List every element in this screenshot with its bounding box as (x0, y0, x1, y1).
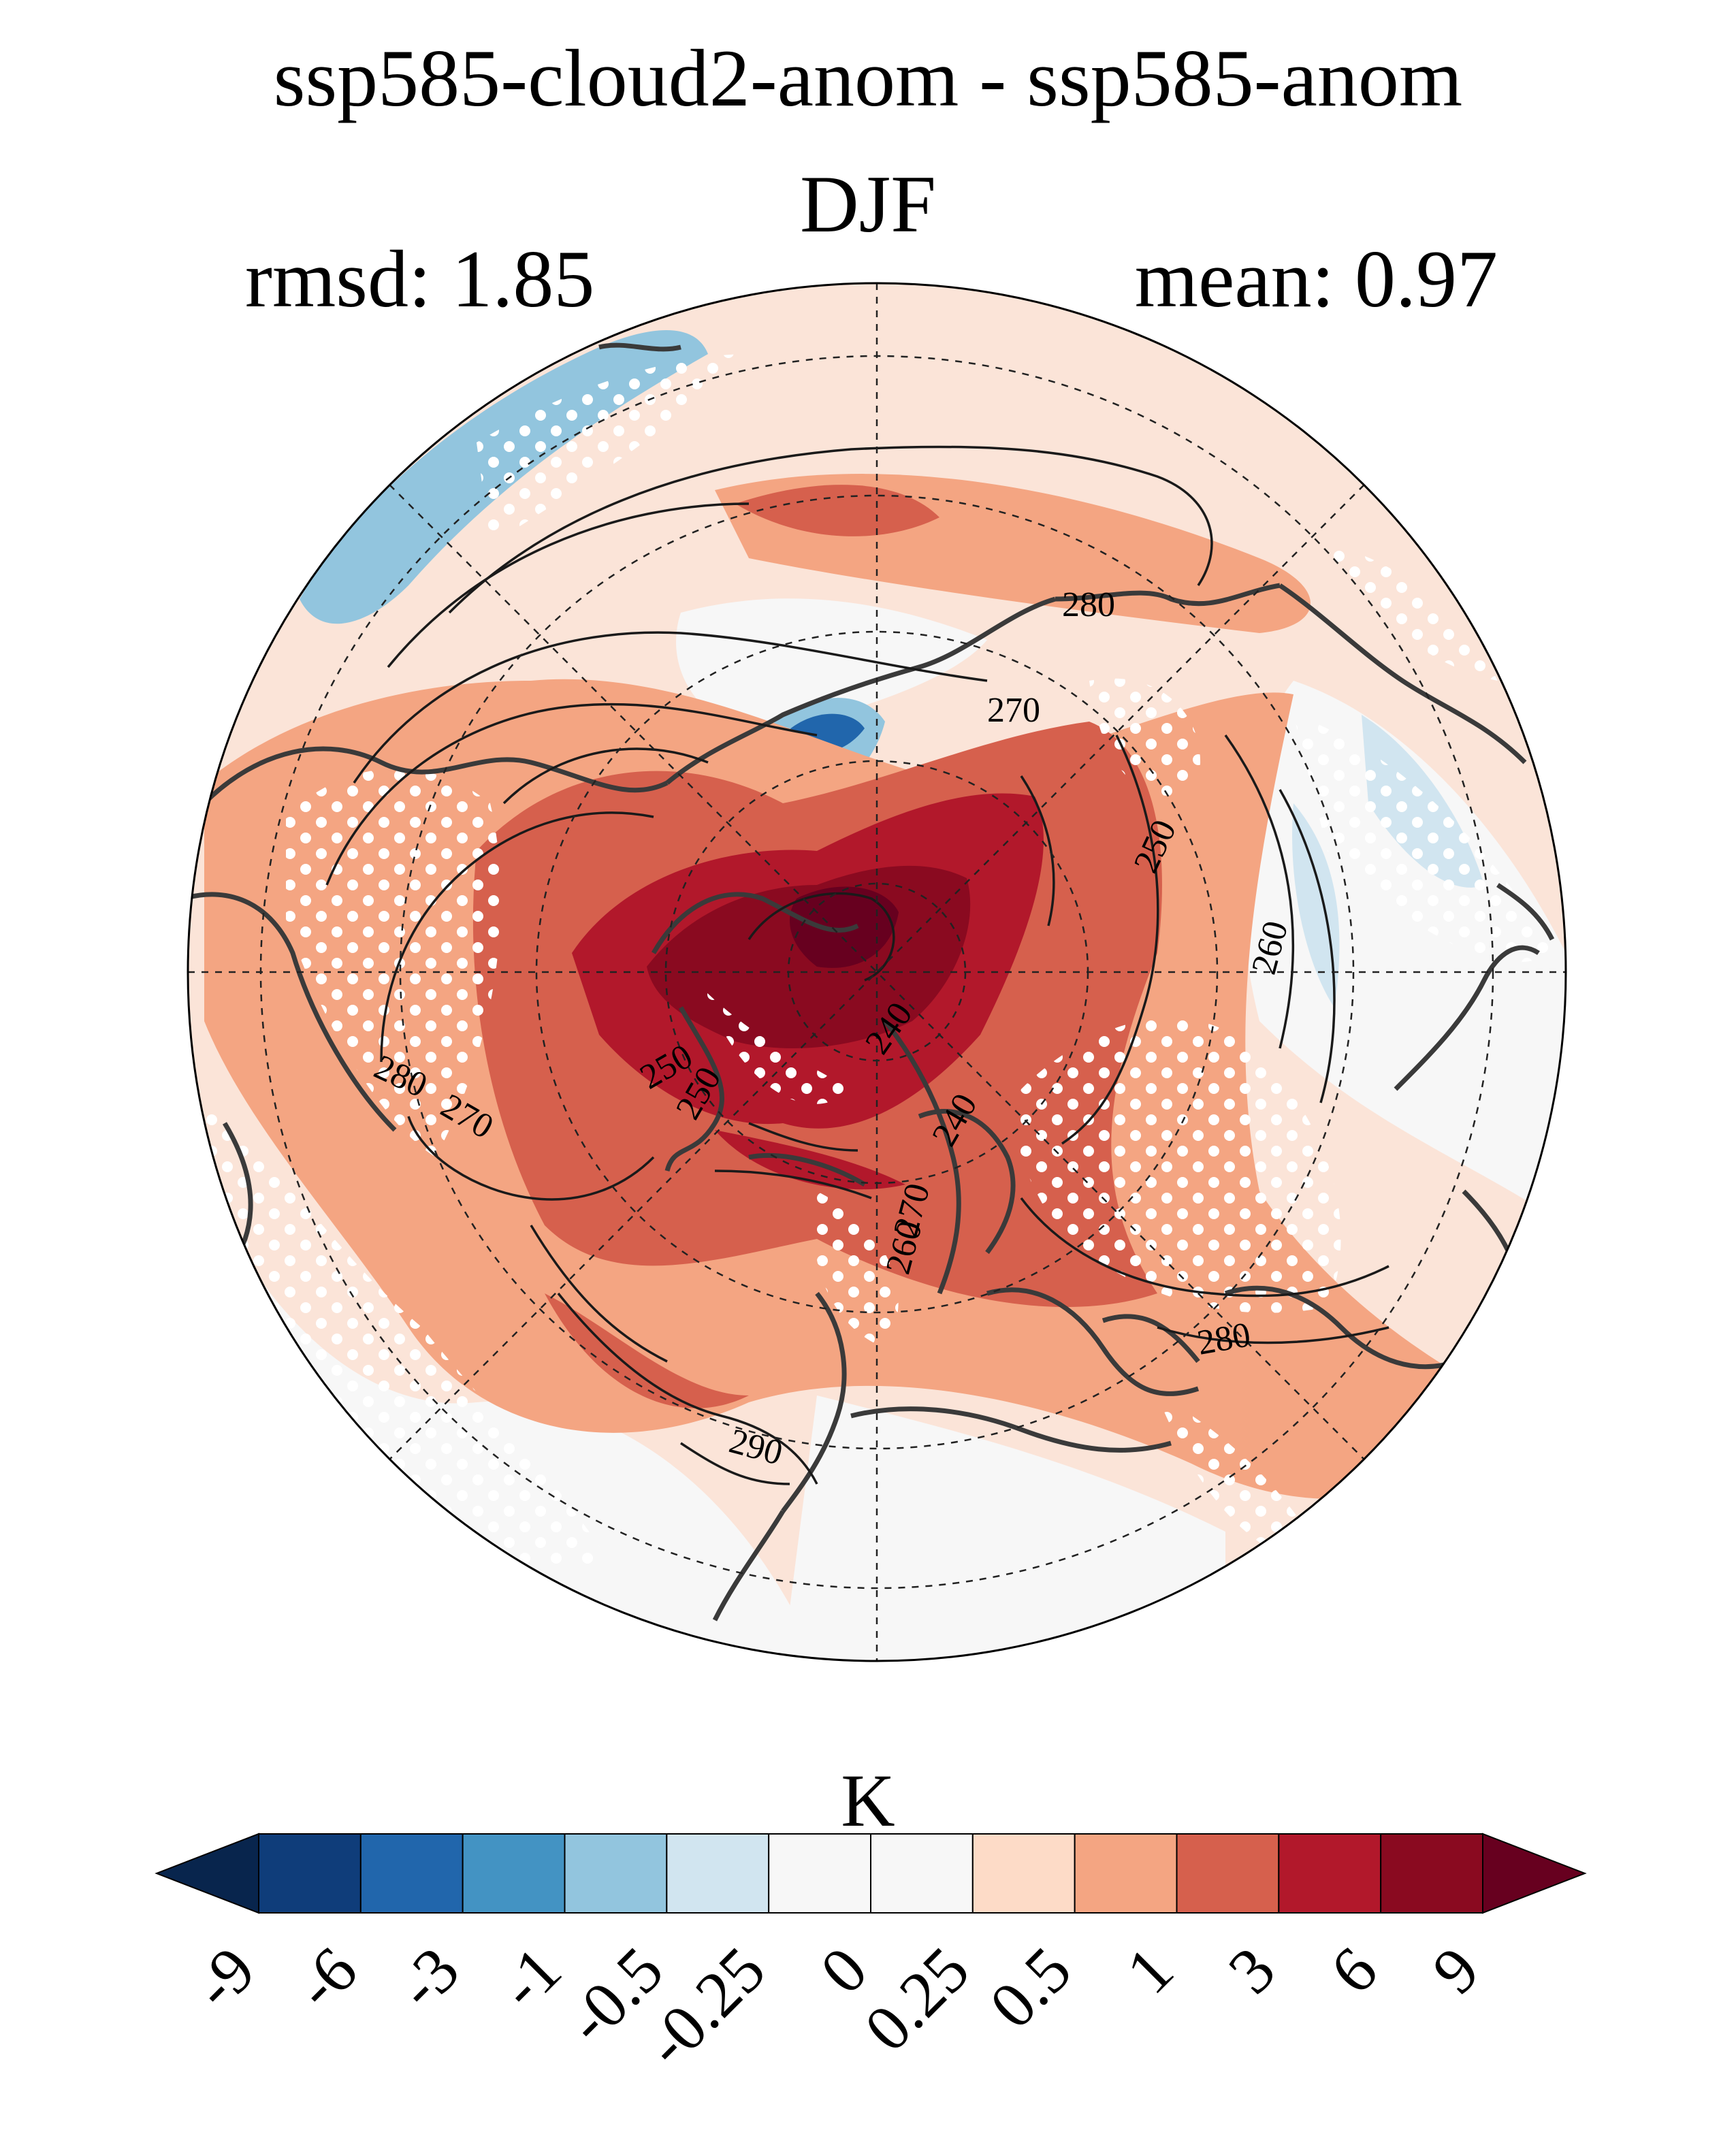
colorbar-tick-label: -9 (179, 1933, 269, 2022)
colorbar-swatch (666, 1833, 770, 1914)
significance-stippling (1016, 1018, 1341, 1313)
significance-stippling (1089, 678, 1201, 796)
colorbar-tick-label: 1 (1112, 1933, 1187, 2007)
colorbar-tick-label: 6 (1316, 1933, 1391, 2007)
colorbar-swatch (1278, 1833, 1382, 1914)
season-label: DJF (799, 159, 937, 249)
anomaly-positive-region (790, 886, 899, 968)
contour-lines (325, 445, 1389, 1485)
coastlines (188, 342, 1555, 1621)
contour-label: 270 (987, 691, 1040, 730)
colorbar-swatch (1176, 1833, 1280, 1914)
mean-label: mean: 0.97 (1134, 233, 1498, 324)
colorbar-unit-label: K (841, 1759, 895, 1842)
colorbar-swatch (870, 1833, 974, 1914)
colorbar-tick-label: -0.25 (631, 1933, 779, 2080)
contour-label: 280 (1062, 585, 1115, 624)
colorbar-swatch (1380, 1833, 1483, 1914)
significance-stippling (1293, 715, 1552, 963)
significance-stippling (477, 354, 749, 545)
colorbar: -9 -6 -3 -1-0.5-0.25 00.250.5 1 3 6 9 (155, 1833, 1587, 2080)
colorbar-tick-label: -6 (280, 1933, 370, 2022)
map-disk: 280 270 250 260 240 280 270 250 240 250 … (188, 283, 1566, 1661)
colorbar-swatch (768, 1833, 871, 1914)
colorbar-swatch (258, 1833, 361, 1914)
chart-title: ssp585-cloud2-anom - ssp585-anom (273, 33, 1463, 123)
colorbar-tick-label: 0.5 (976, 1933, 1085, 2042)
colorbar-swatch (359, 1833, 464, 1914)
graticule (188, 283, 1566, 1661)
colorbar-tick-label: 0.25 (850, 1933, 982, 2065)
anomaly-neutral-region (783, 1395, 1225, 1661)
colorbar-extend-high (1482, 1833, 1587, 1914)
colorbar-swatch (462, 1833, 566, 1914)
anomaly-positive-region (545, 1293, 749, 1408)
significance-stippling (701, 987, 851, 1104)
map-boundary (187, 282, 1567, 1662)
colorbar-swatch (564, 1833, 668, 1914)
anomaly-positive-region (735, 485, 939, 536)
anomaly-negative-region (1292, 803, 1340, 1007)
colorbar-swatch (1074, 1833, 1178, 1914)
colorbar-tick-label: 9 (1418, 1933, 1493, 2007)
significance-stippling (1328, 545, 1498, 681)
significance-stippling (1157, 1395, 1328, 1566)
colorbar-extend-low (155, 1833, 259, 1914)
rmsd-label: rmsd: 1.85 (245, 233, 595, 324)
colorbar-tick-label: 3 (1215, 1933, 1289, 2007)
colorbar-swatch (971, 1833, 1076, 1914)
contour-label: 280 (1194, 1315, 1253, 1363)
colorbar-tick-label: -3 (383, 1933, 472, 2022)
significance-stippling (286, 769, 501, 1157)
